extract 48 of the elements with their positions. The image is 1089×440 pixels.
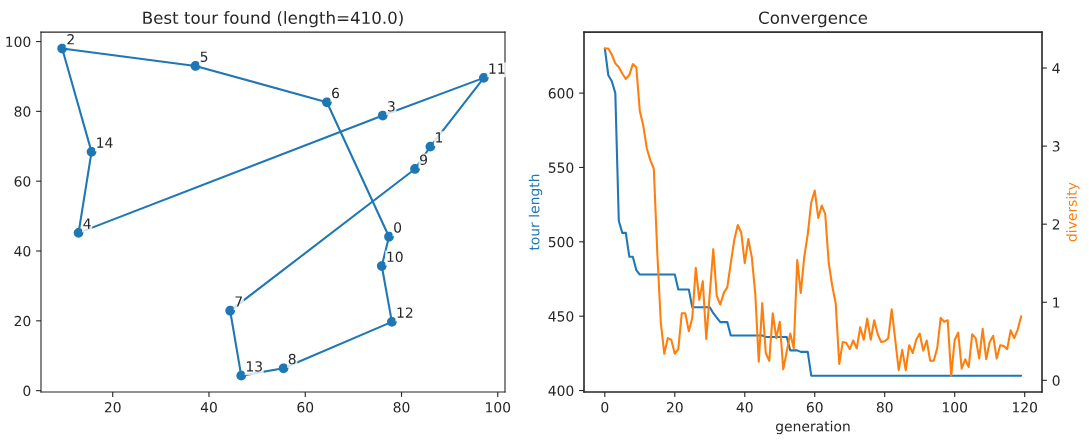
annotation: 13: [246, 361, 262, 372]
annotation: 7: [235, 296, 242, 307]
y2-tick-label: 4: [1052, 63, 1060, 74]
y-tick-label: 450: [548, 311, 574, 322]
x-tick-label: 60: [297, 402, 314, 413]
annotation: 9: [420, 154, 428, 165]
x-tick-label: 100: [486, 402, 511, 413]
annotation: 11: [489, 63, 505, 74]
annotation: 5: [200, 51, 208, 63]
annotation: 4: [83, 218, 91, 229]
x-tick-label: 0: [601, 402, 609, 413]
y2-axis-title: diversity: [1066, 182, 1080, 242]
y-tick-label: 40: [14, 245, 31, 257]
x-tick-label: 80: [393, 402, 410, 413]
x-tick-label: 20: [666, 402, 683, 413]
annotation: 0: [394, 222, 402, 233]
annotation: 1: [436, 132, 443, 143]
y-axis-title: tour length: [528, 174, 543, 251]
y-tick-label: 100: [6, 36, 31, 48]
annotation: 14: [97, 137, 113, 148]
y2-tick-label: 0: [1052, 375, 1060, 386]
x-tick-label: 40: [200, 402, 217, 413]
y-tick-label: 500: [548, 236, 574, 248]
y-tick-label: 60: [14, 176, 31, 187]
y-tick-label: 600: [548, 88, 574, 99]
x-tick-label: 80: [876, 402, 893, 413]
annotation: 10: [387, 251, 403, 263]
annotation: 6: [332, 87, 340, 99]
x-tick-label: 20: [104, 402, 121, 413]
y-tick-label: 80: [14, 106, 31, 117]
y2-tick-label: 3: [1052, 141, 1060, 152]
x-tick-label: 40: [736, 402, 753, 413]
y-tick-label: 550: [548, 162, 574, 173]
x-tick-label: 120: [1012, 402, 1038, 413]
y-tick-label: 20: [14, 315, 31, 327]
y-tick-label: 0: [23, 385, 31, 397]
y2-tick-label: 1: [1053, 297, 1060, 308]
x-tick-label: 60: [806, 402, 823, 413]
chart-title: Convergence: [758, 11, 868, 28]
annotation: 2: [67, 34, 74, 45]
x-axis-title: generation: [776, 420, 850, 435]
annotation: 3: [387, 101, 395, 112]
x-tick-label: 100: [942, 402, 968, 413]
annotation: 8: [288, 353, 296, 365]
y-tick-label: 400: [548, 385, 574, 397]
annotation: 12: [397, 307, 413, 318]
chart-title: Best tour found (length=410.0): [143, 11, 403, 28]
y2-tick-label: 2: [1052, 219, 1060, 230]
